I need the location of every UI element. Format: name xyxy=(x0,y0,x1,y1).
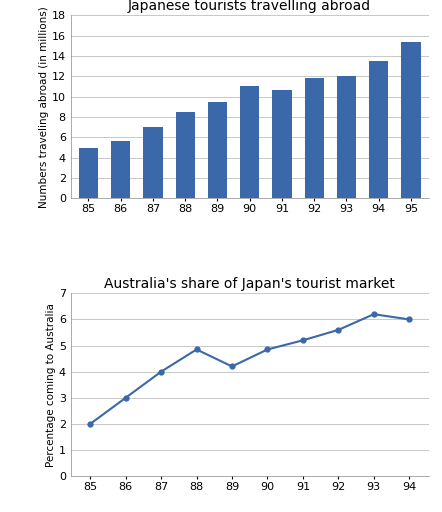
Bar xyxy=(208,102,227,198)
Title: Australia's share of Japan's tourist market: Australia's share of Japan's tourist mar… xyxy=(104,277,395,291)
Bar xyxy=(337,76,356,198)
Bar xyxy=(240,87,259,198)
Y-axis label: Numbers traveling abroad (in millions): Numbers traveling abroad (in millions) xyxy=(39,6,49,208)
Y-axis label: Percentage coming to Australia: Percentage coming to Australia xyxy=(46,303,56,466)
Bar xyxy=(111,141,130,198)
Bar xyxy=(143,127,163,198)
Bar xyxy=(272,90,292,198)
Bar xyxy=(401,42,421,198)
Bar xyxy=(369,61,389,198)
Bar xyxy=(305,78,324,198)
Bar xyxy=(79,148,98,198)
Title: Japanese tourists travelling abroad: Japanese tourists travelling abroad xyxy=(128,0,371,13)
Bar xyxy=(175,112,195,198)
